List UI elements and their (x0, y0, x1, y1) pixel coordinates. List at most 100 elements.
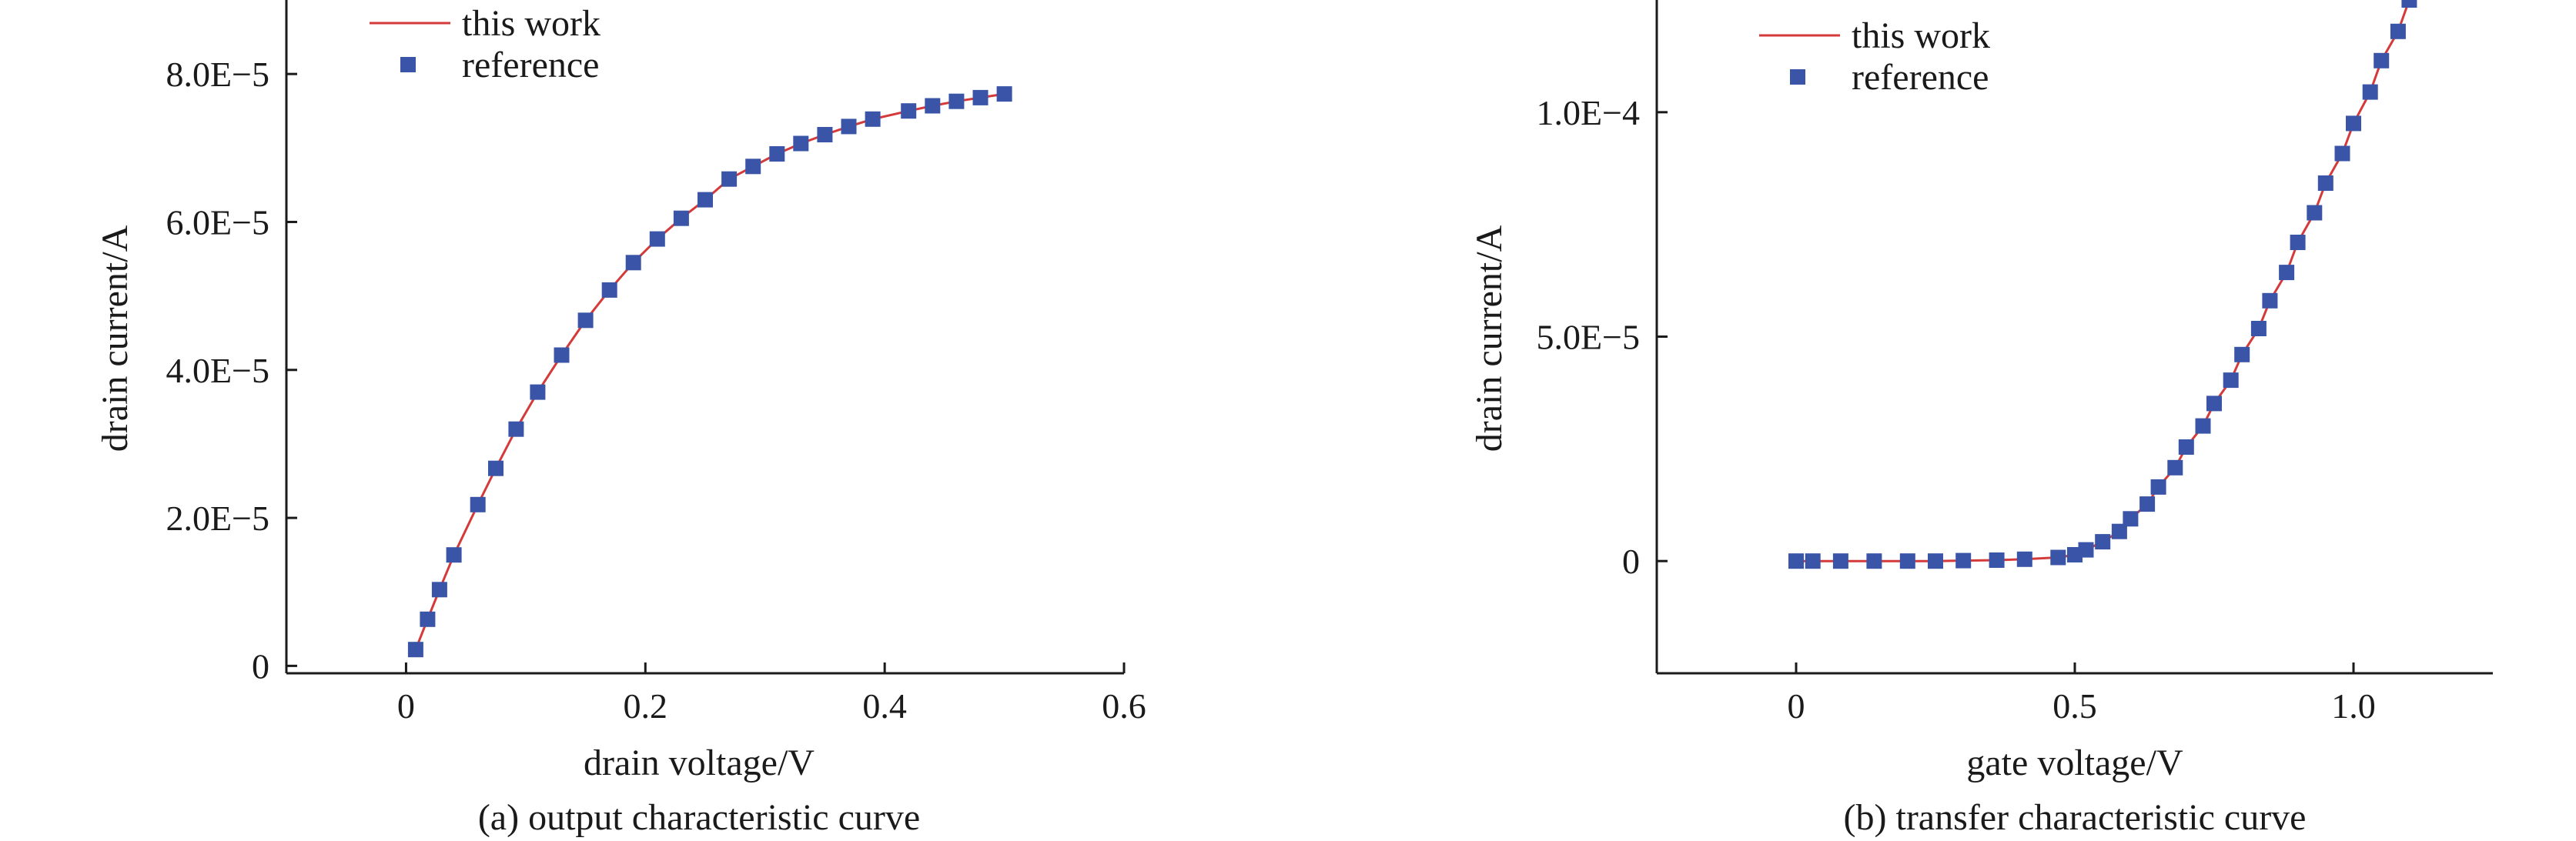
y-tick-label: 1.0E−4 (1536, 93, 1640, 132)
data-point-reference (2095, 534, 2111, 550)
data-point-reference (996, 86, 1012, 102)
chart-b-ticks: 0 0.5 1.0 0 5.0E−5 1.0E−4 (1536, 93, 2375, 726)
data-point-reference (841, 118, 857, 135)
data-point-reference (2150, 479, 2166, 495)
y-tick-label: 5.0E−5 (1536, 318, 1640, 357)
data-point-reference (2223, 372, 2239, 389)
legend-label-reference: reference (462, 45, 599, 85)
data-point-reference (2050, 549, 2066, 566)
data-point-reference (554, 347, 570, 363)
x-tick-label: 0 (1788, 686, 1805, 726)
data-point-reference (925, 98, 941, 114)
data-point-reference (649, 231, 665, 247)
data-point-reference (745, 159, 761, 175)
data-point-reference (470, 496, 486, 512)
data-point-reference (2250, 321, 2267, 336)
legend-marker-swatch (1790, 69, 1805, 85)
data-point-reference (721, 171, 738, 187)
chart-b-legend: this work reference (1759, 15, 1990, 98)
data-point-reference (446, 547, 462, 563)
series-line-this-work (414, 92, 1005, 650)
y-tick-label: 0 (252, 646, 269, 686)
legend-label-this-work: this work (1852, 15, 1990, 56)
data-point-reference (2362, 84, 2378, 100)
data-point-reference (2234, 346, 2250, 362)
data-point-reference (488, 460, 503, 476)
data-point-reference (1805, 553, 1821, 569)
data-point-reference (1832, 553, 1848, 569)
data-point-reference (1899, 553, 1915, 569)
data-point-reference (2346, 115, 2361, 132)
chart-a-caption: (a) output characteristic curve (478, 797, 920, 838)
data-point-reference (948, 93, 965, 109)
data-point-reference (972, 89, 989, 105)
data-point-reference (508, 421, 524, 437)
chart-b-axes (1655, 0, 2493, 675)
data-point-reference (2016, 551, 2032, 567)
data-point-reference (901, 103, 917, 119)
chart-a-x-axis-title: drain voltage/V (584, 743, 815, 783)
data-point-reference (2290, 235, 2306, 250)
chart-b-caption: (b) transfer characteristic curve (1844, 797, 2307, 838)
chart-output-characteristic: 0 0.2 0.4 0.6 0 2.0E−5 4.0E−5 6.0E−5 8.0E−5 this… (95, 0, 1146, 838)
y-tick-label: 2.0E−5 (166, 499, 269, 538)
data-point-reference (2401, 0, 2417, 8)
data-point-reference (2111, 523, 2127, 539)
data-point-reference (817, 127, 833, 142)
data-point-reference (769, 146, 785, 162)
chart-a-legend: this work reference (370, 3, 601, 85)
data-point-reference (2390, 23, 2406, 39)
data-point-reference (1788, 553, 1804, 569)
chart-a-ticks: 0 0.2 0.4 0.6 0 2.0E−5 4.0E−5 6.0E−5 8.0E−5 (166, 55, 1146, 726)
data-point-reference (2178, 439, 2194, 455)
data-point-reference (2206, 395, 2222, 412)
data-point-reference (2167, 459, 2183, 476)
y-tick-label: 8.0E−5 (166, 55, 269, 94)
chart-a-y-axis-title: drain current/A (95, 225, 135, 452)
y-tick-label: 6.0E−5 (166, 202, 269, 242)
data-point-reference (2078, 542, 2094, 558)
data-point-reference (2262, 292, 2278, 309)
x-tick-label: 0.6 (1102, 686, 1146, 726)
chart-a-axes (285, 0, 1124, 675)
data-point-reference (1955, 552, 1972, 569)
data-point-reference (431, 582, 447, 598)
x-tick-label: 1.0 (2331, 686, 2376, 726)
data-point-reference (2374, 52, 2390, 68)
data-point-reference (1989, 552, 2005, 568)
chart-a-plot-area (407, 86, 1012, 658)
y-tick-label: 4.0E−5 (166, 351, 269, 390)
legend-marker-swatch (400, 57, 416, 72)
data-point-reference (2195, 418, 2211, 434)
data-point-reference (625, 255, 641, 271)
data-point-reference (793, 135, 809, 152)
chart-b-y-axis-title: drain current/A (1469, 225, 1510, 452)
x-tick-label: 0 (397, 686, 415, 726)
data-point-reference (2317, 175, 2333, 191)
data-point-reference (2139, 496, 2156, 512)
x-tick-label: 0.4 (862, 686, 907, 726)
data-point-reference (577, 312, 594, 329)
chart-transfer-characteristic: 0 0.5 1.0 0 5.0E−5 1.0E−4 this work reference… (1469, 0, 2493, 838)
chart-b-plot-area (1788, 0, 2417, 569)
data-point-reference (1928, 553, 1943, 569)
legend-label-this-work: this work (462, 3, 601, 44)
y-tick-label: 0 (1622, 542, 1640, 581)
data-point-reference (530, 384, 546, 400)
data-point-reference (698, 192, 713, 208)
data-point-reference (2334, 145, 2350, 162)
data-point-reference (407, 642, 423, 658)
legend-label-reference: reference (1852, 57, 1989, 98)
data-point-reference (865, 111, 881, 127)
data-point-reference (2307, 205, 2323, 221)
data-point-reference (2123, 511, 2139, 527)
data-point-reference (673, 210, 689, 226)
data-point-reference (601, 282, 617, 298)
data-point-reference (1866, 553, 1882, 569)
data-point-reference (2279, 265, 2295, 281)
x-tick-label: 0.2 (624, 686, 668, 726)
x-tick-label: 0.5 (2052, 686, 2097, 726)
chart-b-x-axis-title: gate voltage/V (1966, 743, 2183, 783)
data-point-reference (420, 611, 436, 627)
